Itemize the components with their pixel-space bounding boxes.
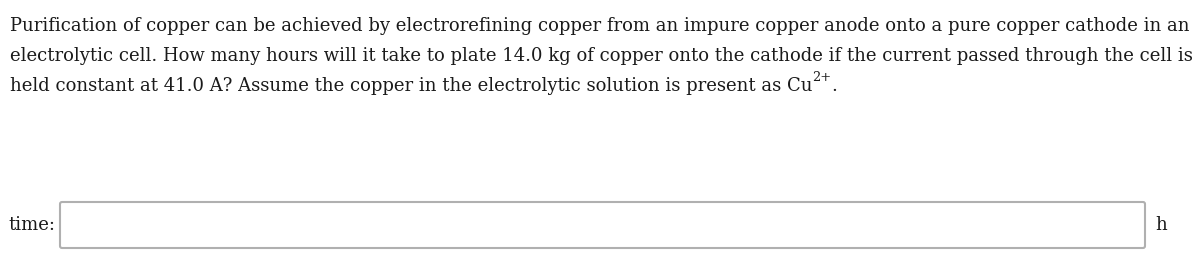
Text: h: h (1154, 216, 1166, 234)
Text: 2+: 2+ (812, 71, 832, 84)
Text: Purification of copper can be achieved by electrorefining copper from an impure : Purification of copper can be achieved b… (10, 17, 1189, 35)
Text: time:: time: (8, 216, 55, 234)
Text: held constant at 41.0 A? Assume the copper in the electrolytic solution is prese: held constant at 41.0 A? Assume the copp… (10, 77, 812, 95)
Text: electrolytic cell. How many hours will it take to plate 14.0 kg of copper onto t: electrolytic cell. How many hours will i… (10, 47, 1193, 65)
FancyBboxPatch shape (60, 202, 1145, 248)
Text: .: . (832, 77, 838, 95)
